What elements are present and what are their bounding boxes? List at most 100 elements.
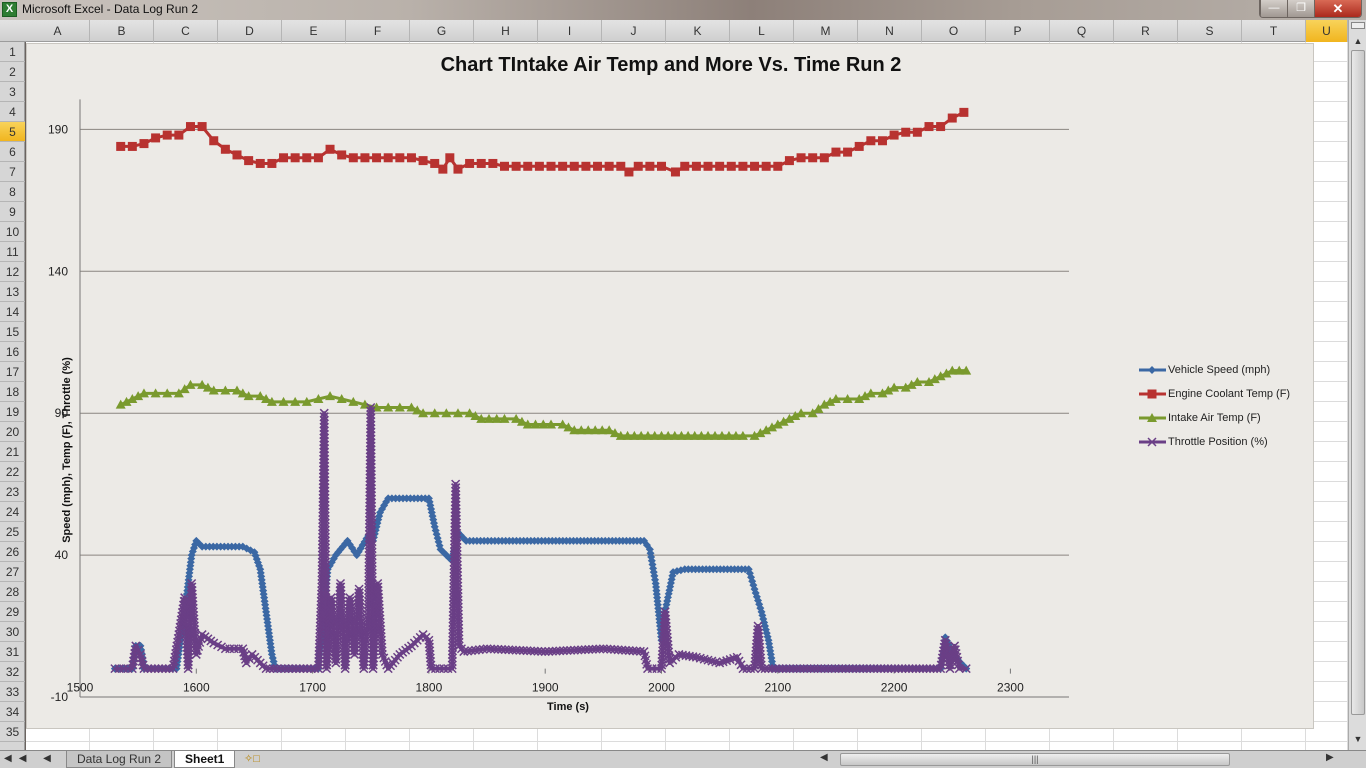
series-throttle-position[interactable] (110, 402, 971, 674)
row-header-15[interactable]: 15 (0, 322, 25, 342)
row-header-26[interactable]: 26 (0, 542, 25, 562)
vertical-scrollbar[interactable]: ▲ ▼ (1348, 20, 1366, 750)
insert-worksheet-icon[interactable]: ✧□ (244, 753, 260, 765)
column-header-d[interactable]: D (218, 20, 282, 42)
horizontal-scroll-thumb[interactable]: ||| (840, 753, 1230, 766)
vertical-scroll-thumb[interactable] (1351, 50, 1365, 715)
y-tick-label: 40 (55, 548, 69, 562)
legend-item[interactable]: Intake Air Temp (F) (1137, 410, 1317, 434)
row-header-5[interactable]: 5 (0, 122, 25, 142)
row-header-24[interactable]: 24 (0, 502, 25, 522)
column-header-r[interactable]: R (1114, 20, 1178, 42)
row-header-20[interactable]: 20 (0, 422, 25, 442)
column-header-t[interactable]: T (1242, 20, 1306, 42)
column-header-l[interactable]: L (730, 20, 794, 42)
column-header-q[interactable]: Q (1050, 20, 1114, 42)
legend-item[interactable]: Engine Coolant Temp (F) (1137, 386, 1317, 410)
row-header-18[interactable]: 18 (0, 382, 25, 402)
row-header-25[interactable]: 25 (0, 522, 25, 542)
tab-data-log-run-2[interactable]: Data Log Run 2 (66, 751, 173, 768)
row-header-32[interactable]: 32 (0, 662, 25, 682)
row-header-8[interactable]: 8 (0, 182, 25, 202)
row-header-31[interactable]: 31 (0, 642, 25, 662)
x-axis-title[interactable]: Time (s) (547, 701, 589, 713)
column-header-h[interactable]: H (474, 20, 538, 42)
row-header-30[interactable]: 30 (0, 622, 25, 642)
column-header-p[interactable]: P (986, 20, 1050, 42)
row-header-12[interactable]: 12 (0, 262, 25, 282)
legend-item[interactable]: Vehicle Speed (mph) (1137, 362, 1317, 386)
x-tick-label: 2200 (881, 681, 908, 695)
gridline (1347, 42, 1348, 750)
column-header-g[interactable]: G (410, 20, 474, 42)
column-header-m[interactable]: M (794, 20, 858, 42)
row-header-11[interactable]: 11 (0, 242, 25, 262)
x-marker-icon (1139, 437, 1166, 447)
row-header-29[interactable]: 29 (0, 602, 25, 622)
column-header-o[interactable]: O (922, 20, 986, 42)
excel-icon[interactable]: X (2, 2, 17, 17)
row-header-4[interactable]: 4 (0, 102, 25, 122)
series-intake-air-temp-f[interactable] (115, 365, 972, 440)
row-header-3[interactable]: 3 (0, 82, 25, 102)
row-header-2[interactable]: 2 (0, 62, 25, 82)
row-header-6[interactable]: 6 (0, 142, 25, 162)
title-bar: X Microsoft Excel - Data Log Run 2 — ❐ ✕ (0, 0, 1366, 20)
scroll-right-arrow-icon[interactable]: ▶ (1326, 752, 1334, 763)
sheet-tab-bar: ◀◀ ◀ ▶ ▶▶ Data Log Run 2 Sheet1 ✧□ ◀ |||… (0, 750, 1366, 768)
column-header-n[interactable]: N (858, 20, 922, 42)
close-button[interactable]: ✕ (1314, 0, 1361, 17)
column-header-a[interactable]: A (26, 20, 90, 42)
x-tick-label: 2100 (764, 681, 791, 695)
tab-sheet1[interactable]: Sheet1 (174, 751, 236, 768)
row-header-22[interactable]: 22 (0, 462, 25, 482)
minimize-button[interactable]: — (1260, 0, 1287, 17)
row-header-33[interactable]: 33 (0, 682, 25, 702)
scroll-left-arrow-icon[interactable]: ◀ (820, 752, 828, 763)
row-header-9[interactable]: 9 (0, 202, 25, 222)
row-header-19[interactable]: 19 (0, 402, 25, 422)
column-header-k[interactable]: K (666, 20, 730, 42)
scroll-up-arrow-icon[interactable]: ▲ (1353, 36, 1363, 46)
chart-title[interactable]: Chart TIntake Air Temp and More Vs. Time… (440, 54, 902, 76)
horizontal-scrollbar[interactable]: ◀ ||| ▶ (808, 752, 1346, 767)
row-header-16[interactable]: 16 (0, 342, 25, 362)
legend-label: Throttle Position (%) (1168, 436, 1268, 448)
gridline (26, 741, 1348, 742)
row-header-28[interactable]: 28 (0, 582, 25, 602)
series-engine-coolant-temp-f[interactable] (116, 107, 969, 177)
column-header-u[interactable]: U (1306, 20, 1348, 42)
row-header-23[interactable]: 23 (0, 482, 25, 502)
chart-area[interactable]: Chart TIntake Air Temp and More Vs. Time… (26, 43, 1314, 729)
legend-item[interactable]: Throttle Position (%) (1137, 434, 1317, 458)
column-header-j[interactable]: J (602, 20, 666, 42)
column-header-c[interactable]: C (154, 20, 218, 42)
column-header-e[interactable]: E (282, 20, 346, 42)
x-tick-label: 1700 (299, 681, 326, 695)
column-header-i[interactable]: I (538, 20, 602, 42)
row-header-27[interactable]: 27 (0, 562, 25, 582)
row-header-17[interactable]: 17 (0, 362, 25, 382)
row-header-1[interactable]: 1 (0, 42, 25, 62)
chart-legend[interactable]: Vehicle Speed (mph) Engine Coolant Temp (… (1137, 362, 1317, 458)
row-header-7[interactable]: 7 (0, 162, 25, 182)
window-controls: — ❐ ✕ (1259, 0, 1362, 18)
sheet-nav-arrows[interactable]: ◀◀ ◀ ▶ ▶▶ (4, 753, 122, 764)
row-header-10[interactable]: 10 (0, 222, 25, 242)
row-header-13[interactable]: 13 (0, 282, 25, 302)
window-title: Microsoft Excel - Data Log Run 2 (22, 2, 199, 16)
column-header-f[interactable]: F (346, 20, 410, 42)
split-box[interactable] (1351, 22, 1365, 29)
row-header-14[interactable]: 14 (0, 302, 25, 322)
row-header-21[interactable]: 21 (0, 442, 25, 462)
column-header-s[interactable]: S (1178, 20, 1242, 42)
row-header-35[interactable]: 35 (0, 722, 25, 742)
x-tick-label: 1900 (532, 681, 559, 695)
scroll-down-arrow-icon[interactable]: ▼ (1353, 734, 1363, 744)
plot-area[interactable]: -10 40 90 140 190 1500 1600 1700 1800 1900 2000 210… (27, 44, 1315, 730)
column-header-b[interactable]: B (90, 20, 154, 42)
row-header-34[interactable]: 34 (0, 702, 25, 722)
row-headers: 1 2 3 4 5 6 7 8 9 10 11 12 13 14 15 16 17 18 19 20 21 22 23 24 2… (0, 42, 25, 750)
restore-button[interactable]: ❐ (1287, 0, 1314, 17)
